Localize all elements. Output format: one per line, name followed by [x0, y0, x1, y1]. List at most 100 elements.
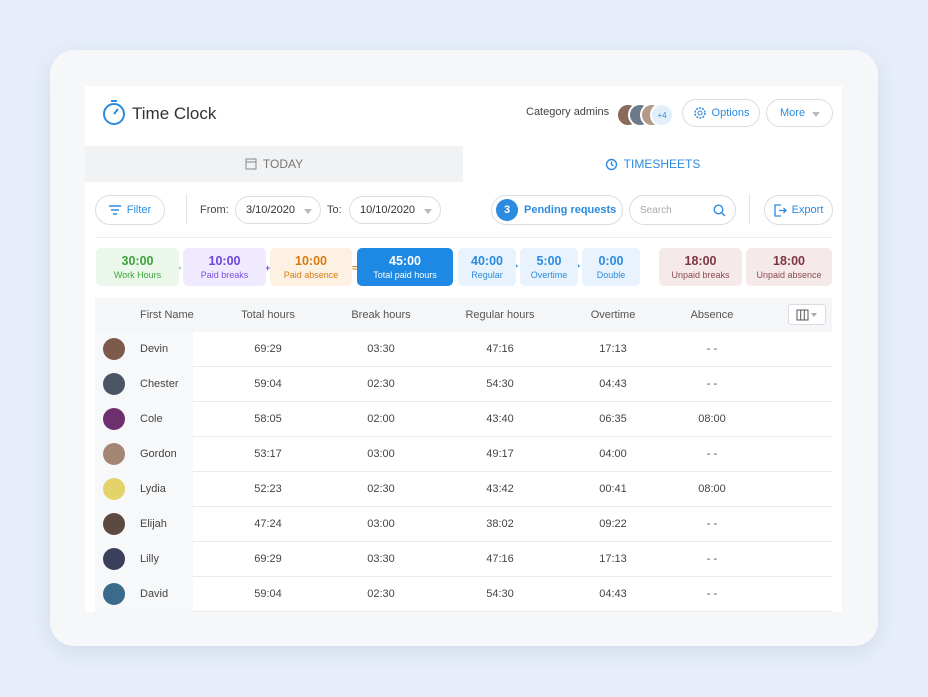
export-label: Export — [791, 204, 824, 216]
summary-card[interactable]: 18:00 Unpaid absence — [746, 248, 832, 286]
table-cell: 47:24 — [254, 518, 282, 530]
from-value: 3/10/2020 — [246, 204, 295, 216]
table-cell: 43:42 — [486, 483, 514, 495]
employee-name[interactable]: Lydia — [140, 483, 166, 495]
table-cell: 04:43 — [599, 588, 627, 600]
search-placeholder: Search — [640, 204, 672, 216]
table-cell: 58:05 — [254, 413, 282, 425]
employee-name[interactable]: Devin — [140, 343, 169, 355]
table-cell: 06:35 — [599, 413, 627, 425]
summary-card[interactable]: 5:00 Overtime — [520, 248, 578, 286]
table-cell: 69:29 — [254, 343, 282, 355]
employee-name[interactable]: Elijah — [140, 518, 167, 530]
from-date[interactable]: 3/10/2020 — [235, 196, 321, 224]
summary-card[interactable]: 18:00 Unpaid breaks — [659, 248, 742, 286]
to-date[interactable]: 10/10/2020 — [349, 196, 441, 224]
avatar — [103, 373, 125, 395]
column-header: Overtime — [590, 309, 636, 321]
search-box[interactable]: Search — [629, 195, 736, 225]
summary-value: 18:00 — [773, 254, 805, 268]
options-button[interactable]: Options — [682, 99, 760, 127]
table-cell: 54:30 — [486, 588, 514, 600]
summary-card[interactable]: 0:00 Double — [582, 248, 640, 286]
summary-value: 45:00 — [389, 254, 421, 268]
avatar — [103, 408, 125, 430]
table-cell: 02:00 — [367, 413, 395, 425]
summary-value: 30:00 — [121, 254, 154, 268]
row-separator — [193, 401, 832, 402]
table-cell: 09:22 — [599, 518, 627, 530]
employee-name[interactable]: David — [140, 588, 169, 600]
filter-button[interactable]: Filter — [95, 195, 165, 225]
summary-card[interactable]: 40:00 Regular — [458, 248, 516, 286]
table-cell: 59:04 — [254, 588, 282, 600]
summary-label: Unpaid breaks — [671, 270, 730, 280]
table-cell: 69:29 — [254, 553, 282, 565]
table-cell: 04:43 — [599, 378, 627, 390]
export-icon — [773, 203, 787, 217]
avatar — [103, 443, 125, 465]
columns-button[interactable] — [788, 304, 826, 325]
table-cell: 54:30 — [486, 378, 514, 390]
table-cell: 47:16 — [486, 343, 514, 355]
row-separator — [193, 541, 832, 542]
more-label: More — [780, 107, 806, 119]
table-cell: 02:30 — [367, 588, 395, 600]
clock-icon — [103, 100, 125, 125]
table-cell: 08:00 — [698, 483, 726, 495]
table-cell: 03:00 — [367, 518, 395, 530]
filter-icon — [108, 205, 121, 215]
summary-value: 18:00 — [684, 254, 717, 268]
app-title: Time Clock — [132, 104, 217, 123]
summary-label: Paid absence — [283, 270, 339, 280]
employee-name[interactable]: Chester — [140, 378, 179, 390]
table-cell: 49:17 — [486, 448, 514, 460]
row-separator — [193, 471, 832, 472]
table-cell: 47:16 — [486, 553, 514, 565]
summary-card[interactable]: 30:00 Work Hours — [96, 248, 179, 286]
avatar — [103, 513, 125, 535]
summary-card[interactable]: 10:00 Paid absence — [270, 248, 352, 286]
export-button[interactable]: Export — [764, 195, 833, 225]
to-value: 10/10/2020 — [360, 204, 416, 216]
table-cell: 43:40 — [486, 413, 514, 425]
summary-label: Overtime — [530, 270, 568, 280]
admins-more[interactable]: +4 — [650, 103, 674, 127]
table-cell: 08:00 — [698, 413, 726, 425]
more-button[interactable]: More — [766, 99, 833, 127]
table-cell: - - — [706, 553, 718, 565]
table-cell: - - — [706, 378, 718, 390]
options-label: Options — [711, 107, 750, 119]
tab-label: TIMESHEETS — [623, 157, 701, 171]
row-separator — [193, 576, 832, 577]
avatar — [103, 338, 125, 360]
columns-icon — [796, 309, 817, 320]
summary-card[interactable]: 10:00 Paid breaks — [183, 248, 266, 286]
operator: = — [352, 263, 358, 273]
pending-button[interactable]: 3 Pending requests — [491, 195, 623, 225]
divider — [95, 237, 832, 238]
calendar-icon — [245, 158, 257, 170]
table-cell: - - — [706, 518, 718, 530]
summary-label: Total paid hours — [373, 270, 437, 280]
employee-name[interactable]: Cole — [140, 413, 163, 425]
history-icon — [605, 158, 617, 170]
summary-value: 0:00 — [598, 254, 624, 268]
tab-timesheets[interactable]: TIMESHEETS — [463, 146, 842, 182]
employee-name[interactable]: Gordon — [140, 448, 177, 460]
table-cell: - - — [706, 588, 718, 600]
summary-value: 10:00 — [208, 254, 241, 268]
employee-name[interactable]: Lilly — [140, 553, 159, 565]
row-separator — [193, 611, 832, 612]
row-separator — [193, 506, 832, 507]
row-separator — [193, 366, 832, 367]
tab-today[interactable]: TODAY — [85, 146, 463, 182]
column-header: Regular hours — [465, 309, 535, 321]
table-cell: - - — [706, 343, 718, 355]
summary-card[interactable]: 45:00 Total paid hours — [357, 248, 453, 286]
avatar — [103, 583, 125, 605]
table-cell: 17:13 — [599, 343, 627, 355]
from-label: From: — [200, 204, 229, 216]
column-header: Absence — [690, 309, 734, 321]
